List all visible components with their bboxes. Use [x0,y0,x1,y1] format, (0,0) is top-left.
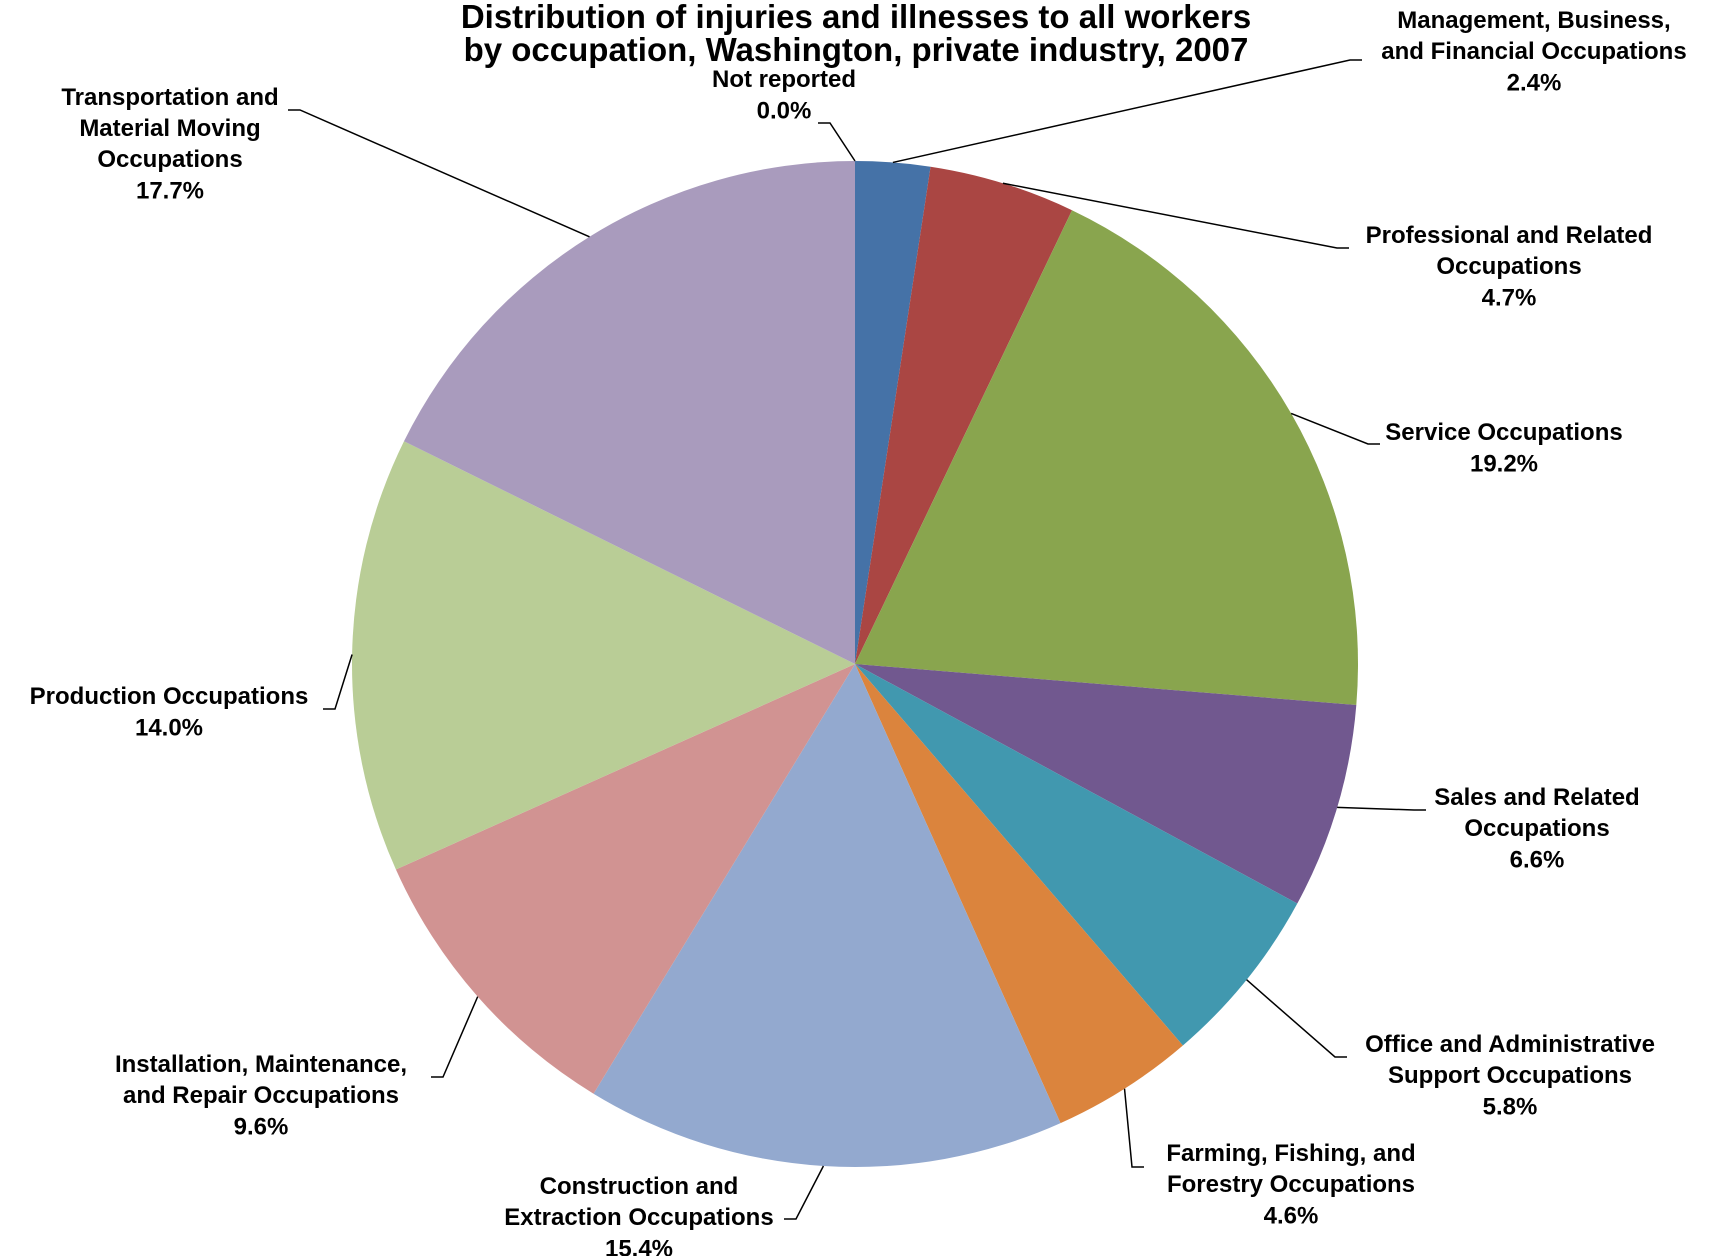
pie-slice [403,161,855,664]
slice-label: Production Occupations [30,683,309,710]
leader-line [1246,979,1347,1058]
value-label: 15.4% [605,1235,673,1256]
pie-slice [395,664,855,1094]
slice-label: Professional and Related Occupations [1366,222,1653,280]
leader-line [1337,806,1426,811]
slice-label: Service Occupations [1385,419,1622,446]
slice-label: Management, Business, and Financial Occup… [1381,7,1686,65]
pie-slice [352,441,855,870]
slice-label: Not reported [712,66,856,93]
pie-slice [855,664,1298,1046]
leader-line [1123,1088,1144,1168]
leader-line [892,59,1362,164]
value-label: 2.4% [1507,69,1562,96]
pie-slice [855,664,1183,1124]
pie-slice [855,166,1073,664]
leader-line [288,109,590,238]
slice-label: Sales and Related Occupations [1434,784,1639,842]
value-label: 9.6% [234,1113,289,1140]
chart-title: Distribution of injuries and illnesses t… [461,0,1251,68]
value-label: 14.0% [135,714,203,741]
leader-line [1002,182,1349,249]
slice-label: Farming, Fishing, and Forestry Occupation… [1166,1140,1415,1198]
leader-line [431,996,479,1078]
value-label: 19.2% [1470,450,1538,477]
value-label: 17.7% [136,177,204,204]
pie-slice [855,664,1357,904]
leader-line [1290,412,1380,445]
leader-line [323,654,353,710]
leader-line [784,1165,825,1220]
pie-slice [855,210,1358,706]
leader-line [818,122,856,162]
slice-label: Transportation and Material Moving Occupat… [61,84,278,173]
slice-label: Office and Administrative Support Occupat… [1365,1031,1655,1089]
value-label: 4.7% [1482,284,1537,311]
value-label: 4.6% [1264,1202,1319,1229]
pie-slice [593,664,1061,1167]
pie-slice [855,161,931,664]
value-label: 0.0% [757,97,812,124]
slice-label: Construction and Extraction Occupations [504,1173,773,1231]
slice-label: Installation, Maintenance, and Repair Occ… [115,1051,407,1109]
value-label: 5.8% [1483,1093,1538,1120]
value-label: 6.6% [1510,846,1565,873]
